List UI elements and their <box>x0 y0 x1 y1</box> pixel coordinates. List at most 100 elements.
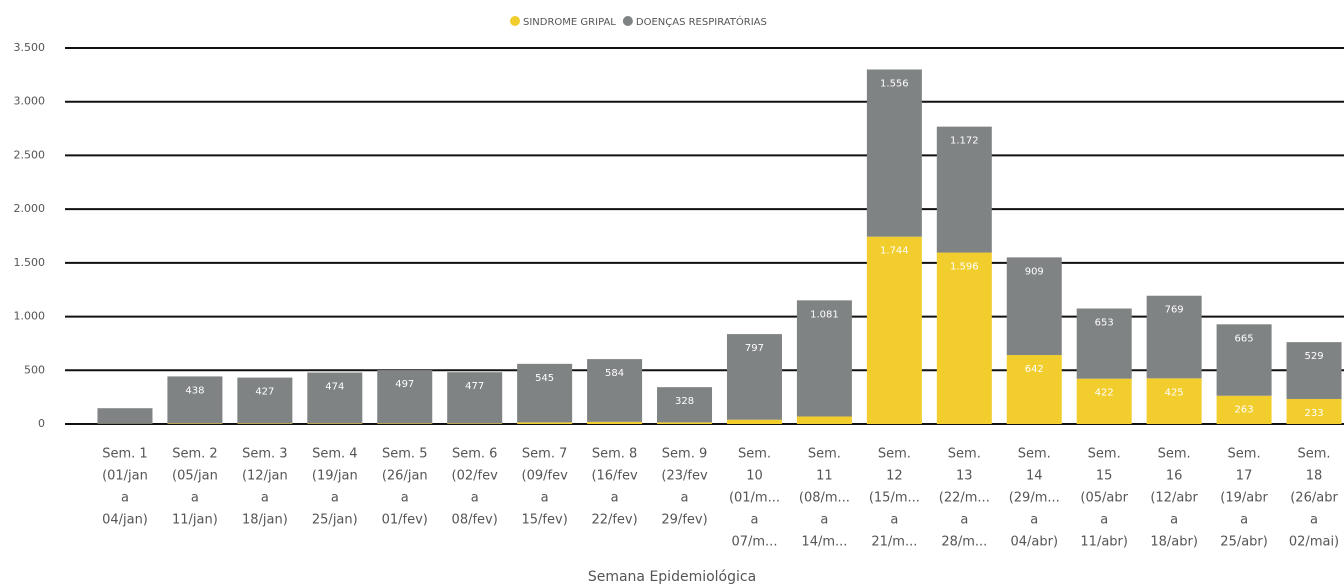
x-tick-label: 10 <box>746 469 763 484</box>
value-label: 422 <box>1095 388 1114 399</box>
x-tick-label: a <box>611 491 619 506</box>
bar-segment <box>167 423 223 424</box>
x-tick-label: (12/abr <box>1150 491 1198 506</box>
bar-segment <box>1076 378 1132 424</box>
bar-segment <box>237 377 293 424</box>
x-tick-label: (22/m... <box>939 491 990 506</box>
x-tick-label: 11/abr) <box>1080 535 1128 550</box>
x-tick-label: Sem. 8 <box>592 447 637 462</box>
value-label: 665 <box>1235 333 1254 344</box>
y-tick-label: 3.000 <box>14 95 46 108</box>
x-tick-label: (26/jan <box>382 469 428 484</box>
bar-segment <box>447 372 503 424</box>
x-tick-label: a <box>820 513 828 528</box>
bar-segment <box>167 376 223 424</box>
x-tick-label: 25/jan) <box>312 513 358 528</box>
value-label: 909 <box>1025 266 1044 277</box>
bar-segment <box>1286 342 1342 399</box>
x-tick-label: (01/m... <box>729 491 780 506</box>
x-tick-label: Sem. <box>948 447 981 462</box>
x-tick-label: a <box>541 491 549 506</box>
bar-segment <box>1076 308 1132 379</box>
x-tick-label: (15/m... <box>869 491 920 506</box>
x-tick-label: 15/fev) <box>522 513 568 528</box>
x-tick-label: a <box>471 491 479 506</box>
x-tick-label: (09/fev <box>522 469 569 484</box>
x-tick-label: 02/mai) <box>1289 535 1339 550</box>
x-tick-label: a <box>191 491 199 506</box>
legend-swatch <box>510 16 520 26</box>
value-label: 769 <box>1165 305 1184 316</box>
x-tick-label: (16/fev <box>591 469 638 484</box>
bar-segment <box>866 236 922 424</box>
bar-segment <box>866 69 922 237</box>
x-tick-label: Sem. 2 <box>172 447 217 462</box>
x-tick-label: 18/abr) <box>1150 535 1198 550</box>
x-tick-label: a <box>1030 513 1038 528</box>
x-tick-label: Sem. <box>1088 447 1121 462</box>
y-tick-label: 0 <box>38 417 45 430</box>
bar-segment <box>447 423 503 424</box>
bar-segment <box>1006 355 1062 424</box>
x-tick-label: Sem. <box>1018 447 1051 462</box>
bar-segment <box>307 372 363 424</box>
x-tick-label: (05/jan <box>172 469 218 484</box>
x-tick-label: a <box>1310 513 1318 528</box>
value-label: 1.596 <box>950 262 979 273</box>
bar-segment <box>97 408 153 424</box>
bar-segment <box>796 300 852 417</box>
x-tick-label: Sem. 5 <box>382 447 427 462</box>
bar-segment <box>796 416 852 424</box>
x-tick-label: (23/fev <box>661 469 708 484</box>
x-tick-label: Sem. 7 <box>522 447 567 462</box>
value-label: 653 <box>1095 318 1114 329</box>
value-label: 1.556 <box>880 78 909 89</box>
bar-segment <box>657 422 713 424</box>
bar-segment <box>377 423 433 424</box>
bar-segment <box>517 422 573 424</box>
x-tick-label: a <box>121 491 129 506</box>
bar-segment <box>936 252 992 424</box>
bar-segment <box>657 387 713 423</box>
x-tick-label: (19/jan <box>312 469 358 484</box>
bar-segment <box>1146 295 1202 379</box>
x-tick-label: 11 <box>816 469 833 484</box>
x-tick-label: (26/abr <box>1290 491 1338 506</box>
x-tick-label: Sem. 9 <box>662 447 707 462</box>
value-label: 584 <box>605 368 624 379</box>
bar-segment <box>1216 395 1272 424</box>
x-tick-label: Sem. 3 <box>242 447 287 462</box>
bar-segment <box>936 126 992 253</box>
x-tick-label: (19/abr <box>1220 491 1268 506</box>
x-tick-label: Sem. <box>1228 447 1261 462</box>
x-tick-label: a <box>681 491 689 506</box>
bar-segment <box>517 363 573 423</box>
bar-segment <box>237 423 293 424</box>
y-tick-label: 2.000 <box>14 202 46 215</box>
value-label: 438 <box>185 385 204 396</box>
x-tick-label: 18 <box>1306 469 1323 484</box>
value-label: 642 <box>1025 364 1044 375</box>
x-tick-label: a <box>960 513 968 528</box>
y-tick-label: 1.000 <box>14 310 46 323</box>
x-tick-label: 08/fev) <box>452 513 498 528</box>
bar-segment <box>726 334 782 420</box>
legend-swatch <box>622 16 633 26</box>
x-tick-label: 12 <box>886 469 903 484</box>
value-label: 797 <box>745 343 764 354</box>
x-tick-label: 28/m... <box>941 535 987 550</box>
x-tick-label: 14 <box>1026 469 1043 484</box>
bar-segment <box>1146 378 1202 424</box>
x-tick-label: (12/jan <box>242 469 288 484</box>
value-label: 529 <box>1304 351 1323 362</box>
value-label: 497 <box>395 379 414 390</box>
x-tick-label: a <box>1170 513 1178 528</box>
value-label: 1.172 <box>950 136 979 147</box>
y-tick-label: 2.500 <box>14 148 46 161</box>
x-tick-label: 04/jan) <box>102 513 148 528</box>
x-tick-label: a <box>1240 513 1248 528</box>
x-tick-label: Sem. 1 <box>102 447 147 462</box>
x-tick-label: a <box>750 513 758 528</box>
x-tick-label: Sem. <box>808 447 841 462</box>
